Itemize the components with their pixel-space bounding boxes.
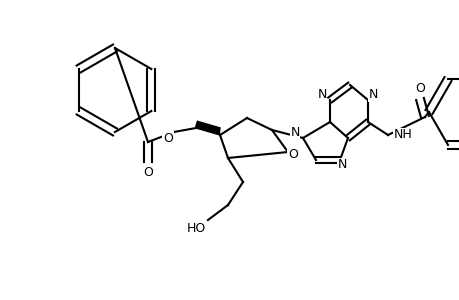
Text: O: O xyxy=(143,166,152,178)
Text: N: N xyxy=(290,127,299,140)
Text: O: O xyxy=(414,82,424,95)
Text: O: O xyxy=(162,131,173,145)
Text: N: N xyxy=(336,158,346,172)
Text: HO: HO xyxy=(186,221,205,235)
Text: O: O xyxy=(287,148,297,161)
Text: N: N xyxy=(368,88,377,101)
Text: N: N xyxy=(317,88,326,101)
Text: NH: NH xyxy=(393,128,411,142)
